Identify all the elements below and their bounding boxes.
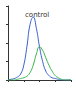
svg-text:control: control	[25, 11, 49, 19]
